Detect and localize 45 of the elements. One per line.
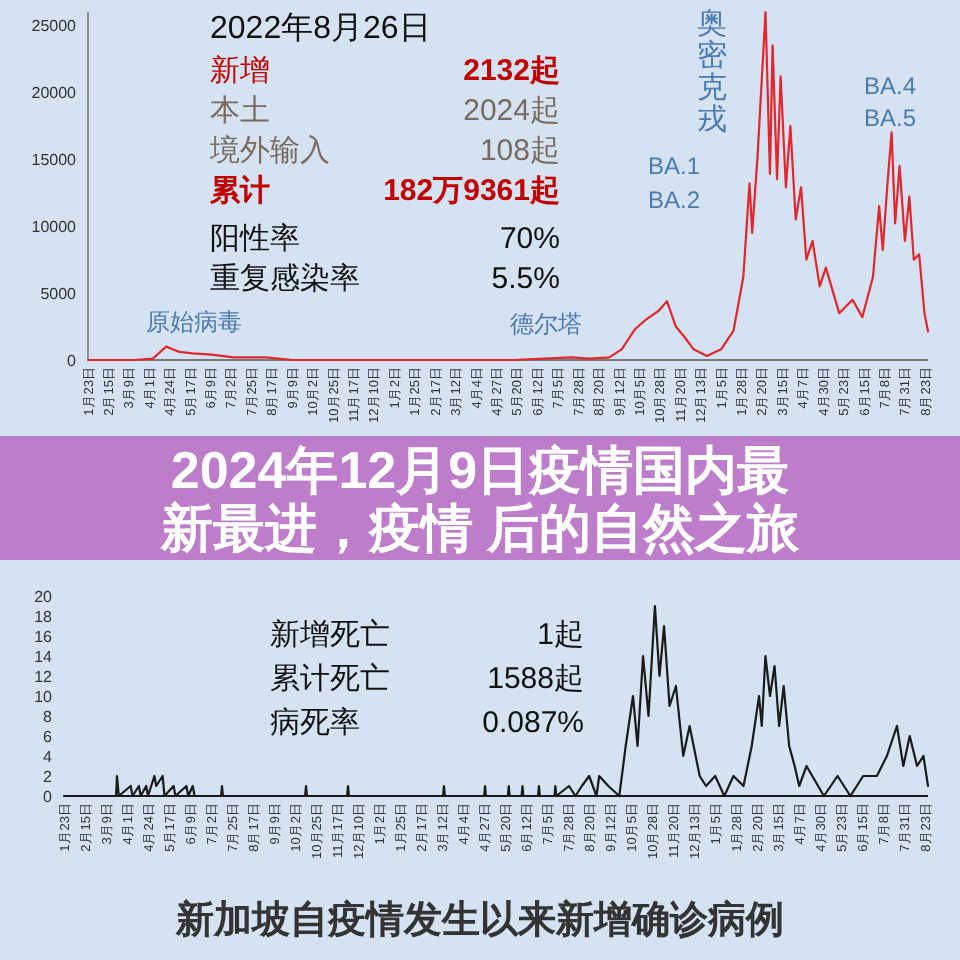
annotation: BA.1	[647, 152, 701, 180]
annotation: 70%	[499, 222, 560, 256]
annotation: 1588起	[487, 662, 584, 696]
y-tick-label: 20	[34, 588, 54, 606]
annotation: 德尔塔	[510, 310, 582, 338]
text: 新加坡自疫情发生以来新增确诊病例	[174, 898, 784, 942]
annotation: 新增	[210, 54, 270, 88]
y-tick-label: 6	[43, 728, 54, 746]
y-tick-label: 25000	[31, 17, 78, 36]
y-tick-label: 0	[43, 788, 54, 806]
annotation: 1起	[537, 618, 584, 652]
annotation: 108起	[479, 134, 560, 168]
annotation: 病死率	[270, 706, 360, 740]
chart-title: 2024年12月9日疫情国内最新最进，疫情 后的自然之旅	[158, 440, 802, 558]
annotation: 奥密克戎	[697, 7, 727, 137]
annotation: 新增死亡	[270, 618, 390, 652]
annotation: BA.4	[863, 72, 917, 100]
y-tick-label: 18	[34, 608, 54, 626]
annotation: 境外输入	[208, 134, 330, 168]
annotation: 累计	[208, 174, 270, 208]
annotation: 原始病毒	[146, 308, 242, 336]
y-tick-label: 10000	[31, 218, 78, 237]
annotation: 重复感染率	[210, 262, 360, 296]
annotation: 本土	[210, 94, 270, 128]
y-tick-label: 14	[34, 648, 54, 666]
y-tick-label: 8	[43, 708, 54, 726]
annotation: 182万9361起	[383, 174, 560, 208]
y-tick-label: 12	[34, 668, 54, 686]
y-tick-label: 20000	[31, 84, 78, 103]
y-tick-label: 5000	[40, 285, 78, 304]
y-tick-label: 2	[43, 768, 54, 786]
annotation: BA.2	[647, 186, 701, 214]
y-tick-label: 15000	[31, 151, 78, 170]
y-tick-label: 10	[34, 688, 54, 706]
y-tick-label: 4	[43, 748, 54, 766]
annotation: BA.5	[863, 104, 917, 132]
annotation: 2024起	[463, 94, 560, 128]
annotation: 2022年8月26日	[210, 12, 431, 46]
annotation: 累计死亡	[270, 662, 390, 696]
annotation: 0.087%	[482, 706, 584, 740]
annotation: 阳性率	[210, 222, 300, 256]
annotation: 2132起	[463, 54, 560, 88]
y-tick-label: 16	[34, 628, 54, 646]
y-tick-label: 0	[67, 352, 78, 370]
annotation: 5.5%	[491, 262, 560, 296]
